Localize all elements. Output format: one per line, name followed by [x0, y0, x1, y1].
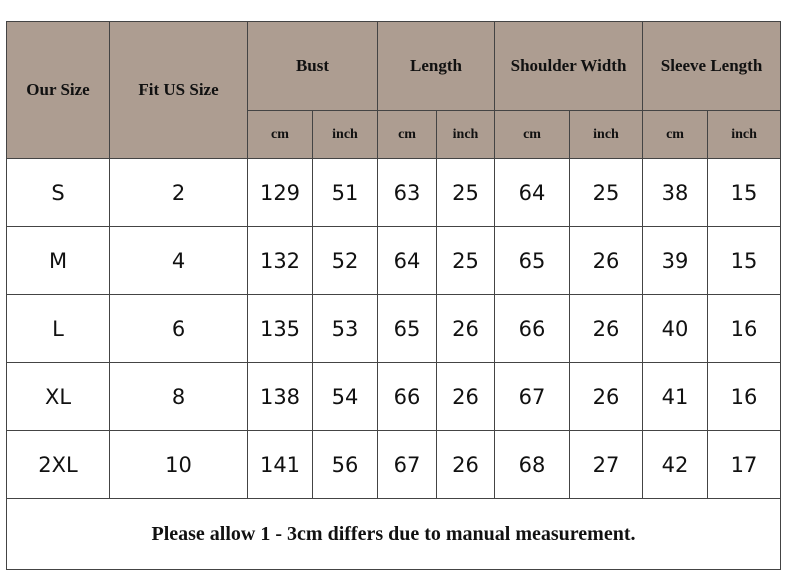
table-cell: 56 — [311, 430, 379, 499]
unit-inch: inch — [707, 110, 782, 159]
unit-cm: cm — [494, 110, 571, 159]
header-sleeve-length: Sleeve Length — [642, 21, 782, 111]
table-cell: 53 — [311, 294, 379, 363]
table-cell: 141 — [247, 430, 313, 499]
table-cell: 25 — [436, 158, 496, 227]
measurement-note: Please allow 1 - 3cm differs due to manu… — [5, 498, 782, 570]
table-row: M 4 132 52 64 25 65 26 39 15 — [6, 226, 782, 295]
table-cell: 40 — [642, 294, 709, 363]
unit-cm: cm — [247, 110, 313, 159]
table-cell: 138 — [247, 362, 313, 431]
table-cell: 64 — [494, 158, 571, 227]
table-cell: 67 — [494, 362, 571, 431]
unit-inch: inch — [569, 110, 644, 159]
table-cell: XL — [6, 362, 110, 431]
table-cell: 25 — [569, 158, 644, 227]
table-cell: 42 — [642, 430, 709, 499]
unit-cm: cm — [377, 110, 438, 159]
header-length: Length — [377, 21, 496, 111]
table-cell: 67 — [377, 430, 438, 499]
table-cell: 38 — [642, 158, 709, 227]
table-cell: 26 — [436, 294, 496, 363]
table-row: 2XL 10 141 56 67 26 68 27 42 17 — [6, 430, 782, 499]
header-row: Our Size Fit US Size Bust Length Shoulde… — [6, 21, 782, 159]
table-cell: 66 — [494, 294, 571, 363]
table-cell: 39 — [642, 226, 709, 295]
table-cell: 26 — [569, 226, 644, 295]
table-cell: 65 — [494, 226, 571, 295]
header-fit-us-size: Fit US Size — [109, 21, 248, 159]
table-cell: 6 — [109, 294, 248, 363]
header-shoulder-width: Shoulder Width — [494, 21, 644, 111]
unit-row: cm inch cm inch cm inch cm inch — [7, 110, 782, 159]
table-cell: 65 — [377, 294, 438, 363]
header-bust: Bust — [246, 21, 379, 111]
table-row: XL 8 138 54 66 26 67 26 41 16 — [6, 362, 782, 431]
table-cell: 2XL — [6, 430, 110, 499]
table-cell: 17 — [707, 430, 782, 499]
table-cell: 16 — [707, 362, 782, 431]
table-row: S 2 129 51 63 25 64 25 38 15 — [6, 158, 782, 227]
table-row: L 6 135 53 65 26 66 26 40 16 — [6, 294, 782, 363]
table-cell: 4 — [109, 226, 248, 295]
table-cell: 68 — [494, 430, 571, 499]
table-cell: 64 — [377, 226, 438, 295]
table-cell: L — [6, 294, 110, 363]
size-chart-table: Our Size Fit US Size Bust Length Shoulde… — [5, 21, 782, 570]
table-cell: 132 — [247, 226, 313, 295]
table-cell: 8 — [109, 362, 248, 431]
table-cell: 26 — [436, 362, 496, 431]
table-cell: 2 — [109, 158, 248, 227]
table-cell: 26 — [569, 362, 644, 431]
table-cell: 26 — [436, 430, 496, 499]
table-cell: 10 — [109, 430, 248, 499]
table-cell: 51 — [311, 158, 379, 227]
table-cell: 52 — [311, 226, 379, 295]
table-cell: 41 — [642, 362, 709, 431]
table-cell: 25 — [436, 226, 496, 295]
table-cell: 135 — [247, 294, 313, 363]
table-cell: 16 — [707, 294, 782, 363]
table-cell: 27 — [569, 430, 644, 499]
table-cell: 54 — [311, 362, 379, 431]
table-cell: 15 — [707, 158, 782, 227]
table-cell: 15 — [707, 226, 782, 295]
unit-inch: inch — [436, 110, 496, 159]
table-cell: 63 — [377, 158, 438, 227]
unit-inch: inch — [311, 110, 379, 159]
table-cell: 129 — [247, 158, 313, 227]
table-cell: 66 — [377, 362, 438, 431]
table-cell: M — [6, 226, 110, 295]
header-our-size: Our Size — [6, 21, 110, 159]
table-cell: 26 — [569, 294, 644, 363]
unit-cm: cm — [642, 110, 709, 159]
table-cell: S — [6, 158, 110, 227]
